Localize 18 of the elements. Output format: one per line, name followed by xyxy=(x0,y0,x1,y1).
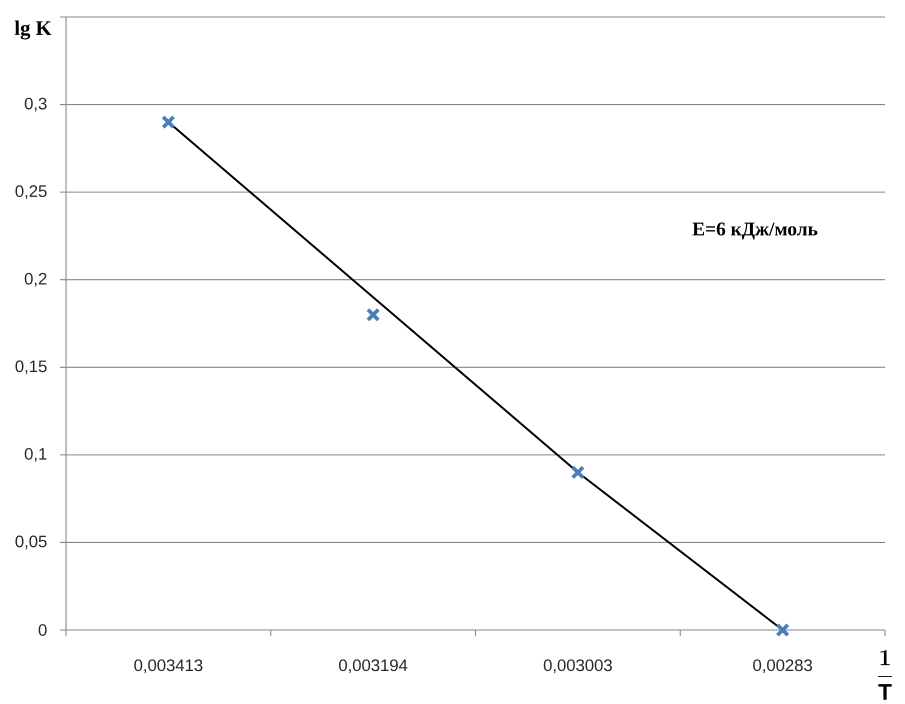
y-tick-label: 0,3 xyxy=(24,98,47,112)
point xyxy=(776,622,790,638)
y-tick-label: 0,2 xyxy=(24,272,46,287)
x-tick-label: 0,003413 xyxy=(134,659,202,674)
y-tick-label: 0,1 xyxy=(24,448,46,462)
y-axis-title: lg K xyxy=(14,20,52,40)
y-tick-label: 0 xyxy=(38,624,47,636)
point xyxy=(570,465,585,480)
x-axis-title: $\frac{1}{\mathrm{T}}$ xyxy=(878,650,892,700)
point xyxy=(366,308,380,322)
annotation: E=6 кДж/моль xyxy=(692,222,818,240)
y-tick-label: 0,05 xyxy=(16,536,47,550)
point xyxy=(161,115,176,130)
y-tick-label: 0,15 xyxy=(16,360,47,374)
x-tick-label: 0,003194 xyxy=(339,659,408,674)
x-tick-label: 0,00283 xyxy=(753,659,812,674)
y-tick-label: 0,25 xyxy=(16,185,47,200)
x-tick-label: 0,003003 xyxy=(544,659,612,674)
